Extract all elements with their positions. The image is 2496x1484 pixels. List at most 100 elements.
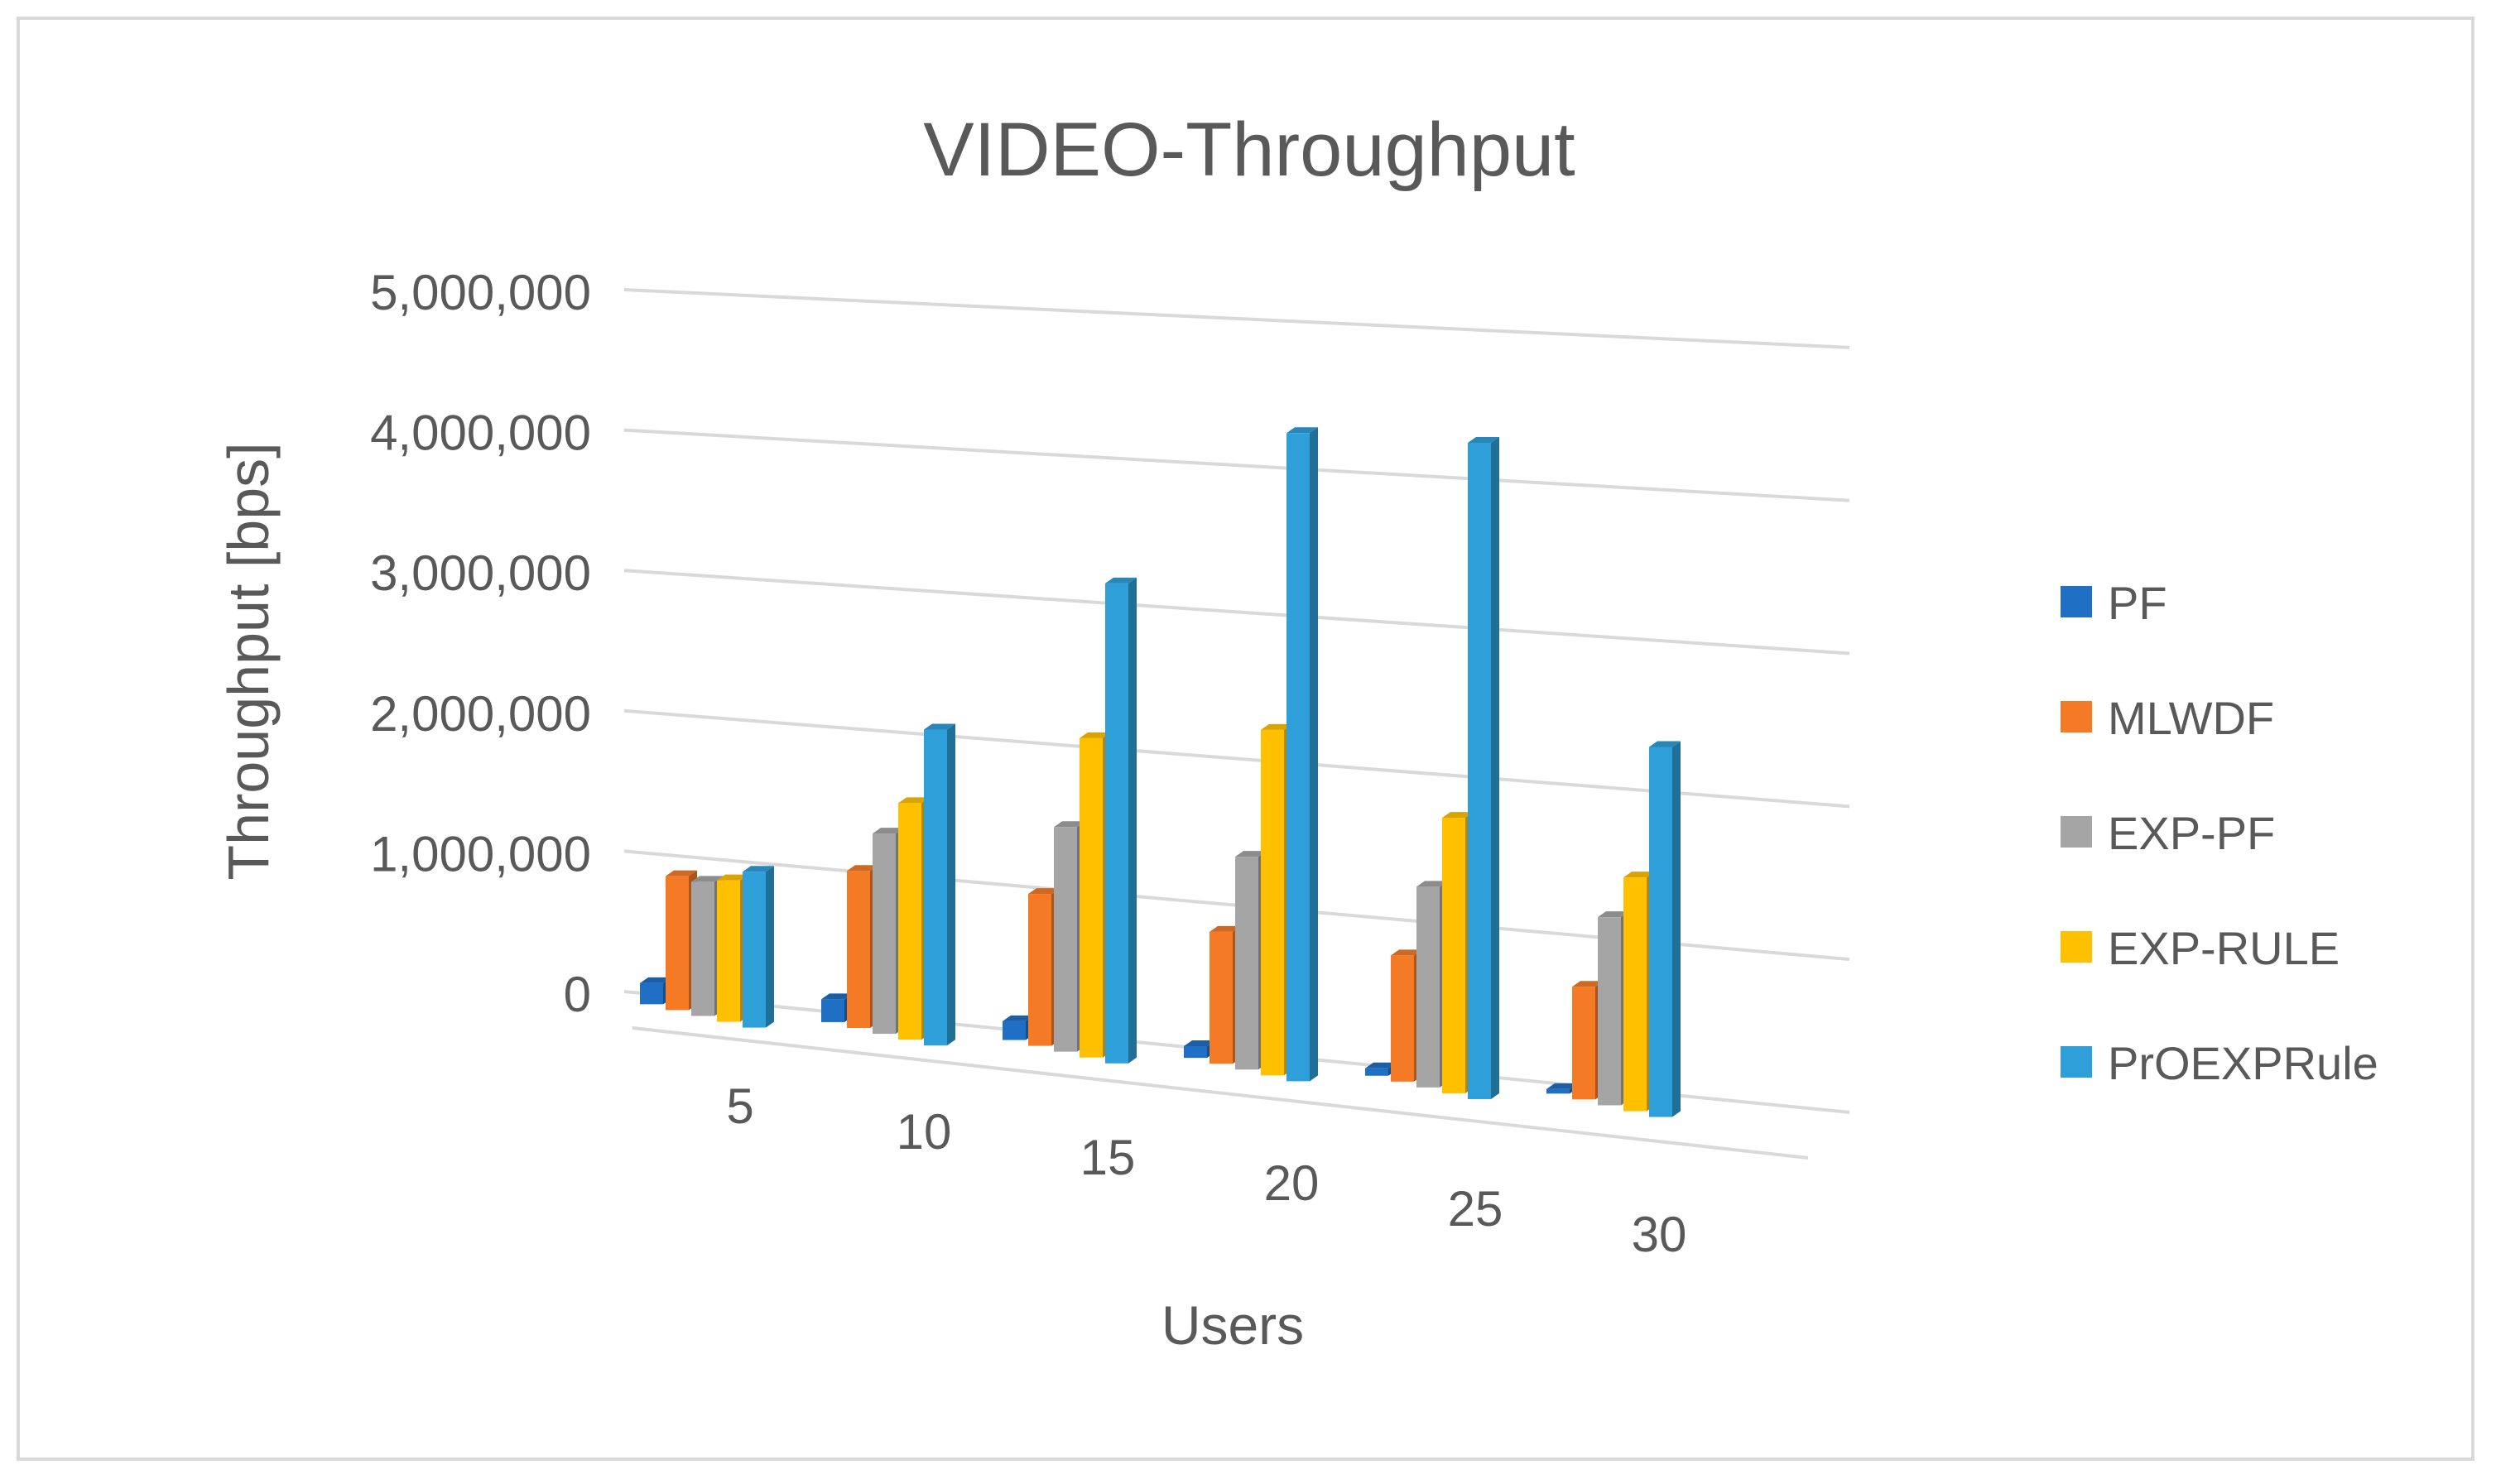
legend-item: EXP-RULE [2061, 922, 2340, 974]
bar-side [1491, 436, 1499, 1099]
legend-swatch [2061, 816, 2092, 848]
bar-front [1028, 894, 1051, 1046]
bar-front [1286, 433, 1310, 1082]
chart-frame: 0 1,000,000 2,000,000 3,000,000 4,000,000 5,0… [17, 17, 2474, 1461]
legend-swatch [2061, 586, 2092, 617]
bar-front [640, 982, 663, 1005]
bar-top [1286, 427, 1318, 434]
chart-floor [632, 1026, 1809, 1160]
bar-front [1105, 583, 1128, 1064]
legend: PF MLWDF EXP-PF EXP-RULE PrOEXPRule [2061, 577, 2378, 1089]
legend-label: PF [2108, 577, 2167, 629]
bar-top [1105, 577, 1137, 584]
bar-side [1672, 741, 1681, 1117]
x-tick-label: 20 [1264, 1155, 1320, 1211]
bar-top [1003, 1015, 1034, 1021]
bar-top [1649, 741, 1681, 747]
bar-front [898, 803, 921, 1040]
bar-top [1080, 732, 1111, 738]
bar-side [947, 723, 955, 1046]
x-tick-label: 15 [1080, 1130, 1136, 1185]
x-tick-label: 10 [897, 1104, 952, 1160]
bar-top [1028, 888, 1060, 895]
bar-top [1623, 872, 1655, 878]
y-tick-label: 3,000,000 [370, 545, 591, 601]
bar-front [1080, 737, 1103, 1058]
bar-top [1261, 723, 1292, 730]
bar-front [1468, 442, 1491, 1099]
x-axis-label: Users [1161, 1294, 1304, 1356]
bar-top [1365, 1062, 1397, 1069]
y-tick-label: 2,000,000 [370, 686, 591, 742]
bar-front [873, 833, 896, 1035]
bar-top [743, 866, 774, 872]
chart-svg: 0 1,000,000 2,000,000 3,000,000 4,000,000 5,0… [216, 108, 2378, 1356]
bar-top [821, 993, 853, 1000]
gridline [623, 569, 1850, 656]
bar-top [717, 874, 748, 881]
bar [1649, 741, 1681, 1117]
bar-front [847, 871, 870, 1029]
y-tick-label: 0 [564, 967, 591, 1022]
bar-front [1235, 857, 1258, 1070]
bar-top [1598, 911, 1629, 918]
bar-front [1391, 955, 1414, 1082]
bar-front [1416, 886, 1440, 1088]
bar-front [1365, 1068, 1388, 1076]
bar [924, 723, 955, 1046]
bar-front [1184, 1046, 1207, 1059]
gridline [623, 708, 1850, 809]
bar-top [1546, 1083, 1578, 1089]
bar-top [873, 828, 904, 834]
bar [1080, 732, 1111, 1058]
bar-top [924, 723, 955, 730]
y-tick-label: 4,000,000 [370, 406, 591, 461]
bar-top [898, 797, 930, 804]
bar-top [666, 870, 697, 876]
legend-label: EXP-RULE [2108, 922, 2340, 974]
bar-front [821, 999, 844, 1022]
bar-top [1054, 821, 1085, 828]
bar-front [666, 876, 689, 1011]
x-axis-tick-labels: 5 10 15 20 25 30 [726, 1078, 1686, 1262]
bar-front [1261, 729, 1284, 1076]
bar-front [743, 872, 766, 1028]
legend-item: EXP-PF [2061, 807, 2275, 859]
bar-front [1210, 931, 1233, 1064]
gridline [623, 428, 1850, 502]
bars [640, 427, 1681, 1117]
y-tick-label: 1,000,000 [370, 826, 591, 881]
bar-front [1054, 827, 1077, 1052]
bar-front [1546, 1088, 1570, 1094]
y-axis-tick-labels: 0 1,000,000 2,000,000 3,000,000 4,000,000 5,0… [370, 265, 591, 1022]
legend-label: MLWDF [2108, 692, 2274, 744]
legend-item: PF [2061, 577, 2167, 629]
floor-edge [632, 1026, 1809, 1160]
bar-side [1310, 427, 1318, 1082]
y-axis-label: Throughput [bps] [216, 442, 281, 880]
legend-swatch [2061, 701, 2092, 732]
bar-top [1572, 981, 1604, 987]
chart-title: VIDEO-Throughput [923, 108, 1575, 192]
bar-front [1598, 917, 1621, 1106]
bar [1286, 427, 1318, 1082]
bar-front [1003, 1021, 1026, 1040]
bar-top [640, 977, 671, 983]
bar-front [1572, 987, 1595, 1100]
bar-side [766, 866, 774, 1028]
legend-item: PrOEXPRule [2061, 1037, 2378, 1089]
bar-side [1128, 577, 1137, 1064]
bar-top [1235, 851, 1267, 857]
bar [1105, 577, 1137, 1064]
bar-front [691, 881, 714, 1016]
x-tick-label: 5 [726, 1078, 753, 1134]
x-tick-label: 25 [1448, 1181, 1503, 1237]
x-tick-label: 30 [1632, 1207, 1687, 1262]
bar-front [924, 729, 947, 1046]
bar-top [1468, 436, 1499, 443]
gridline [623, 288, 1850, 349]
bar-top [691, 876, 723, 882]
bar-top [847, 865, 878, 872]
bar-front [1623, 877, 1647, 1112]
bar [1468, 436, 1499, 1099]
